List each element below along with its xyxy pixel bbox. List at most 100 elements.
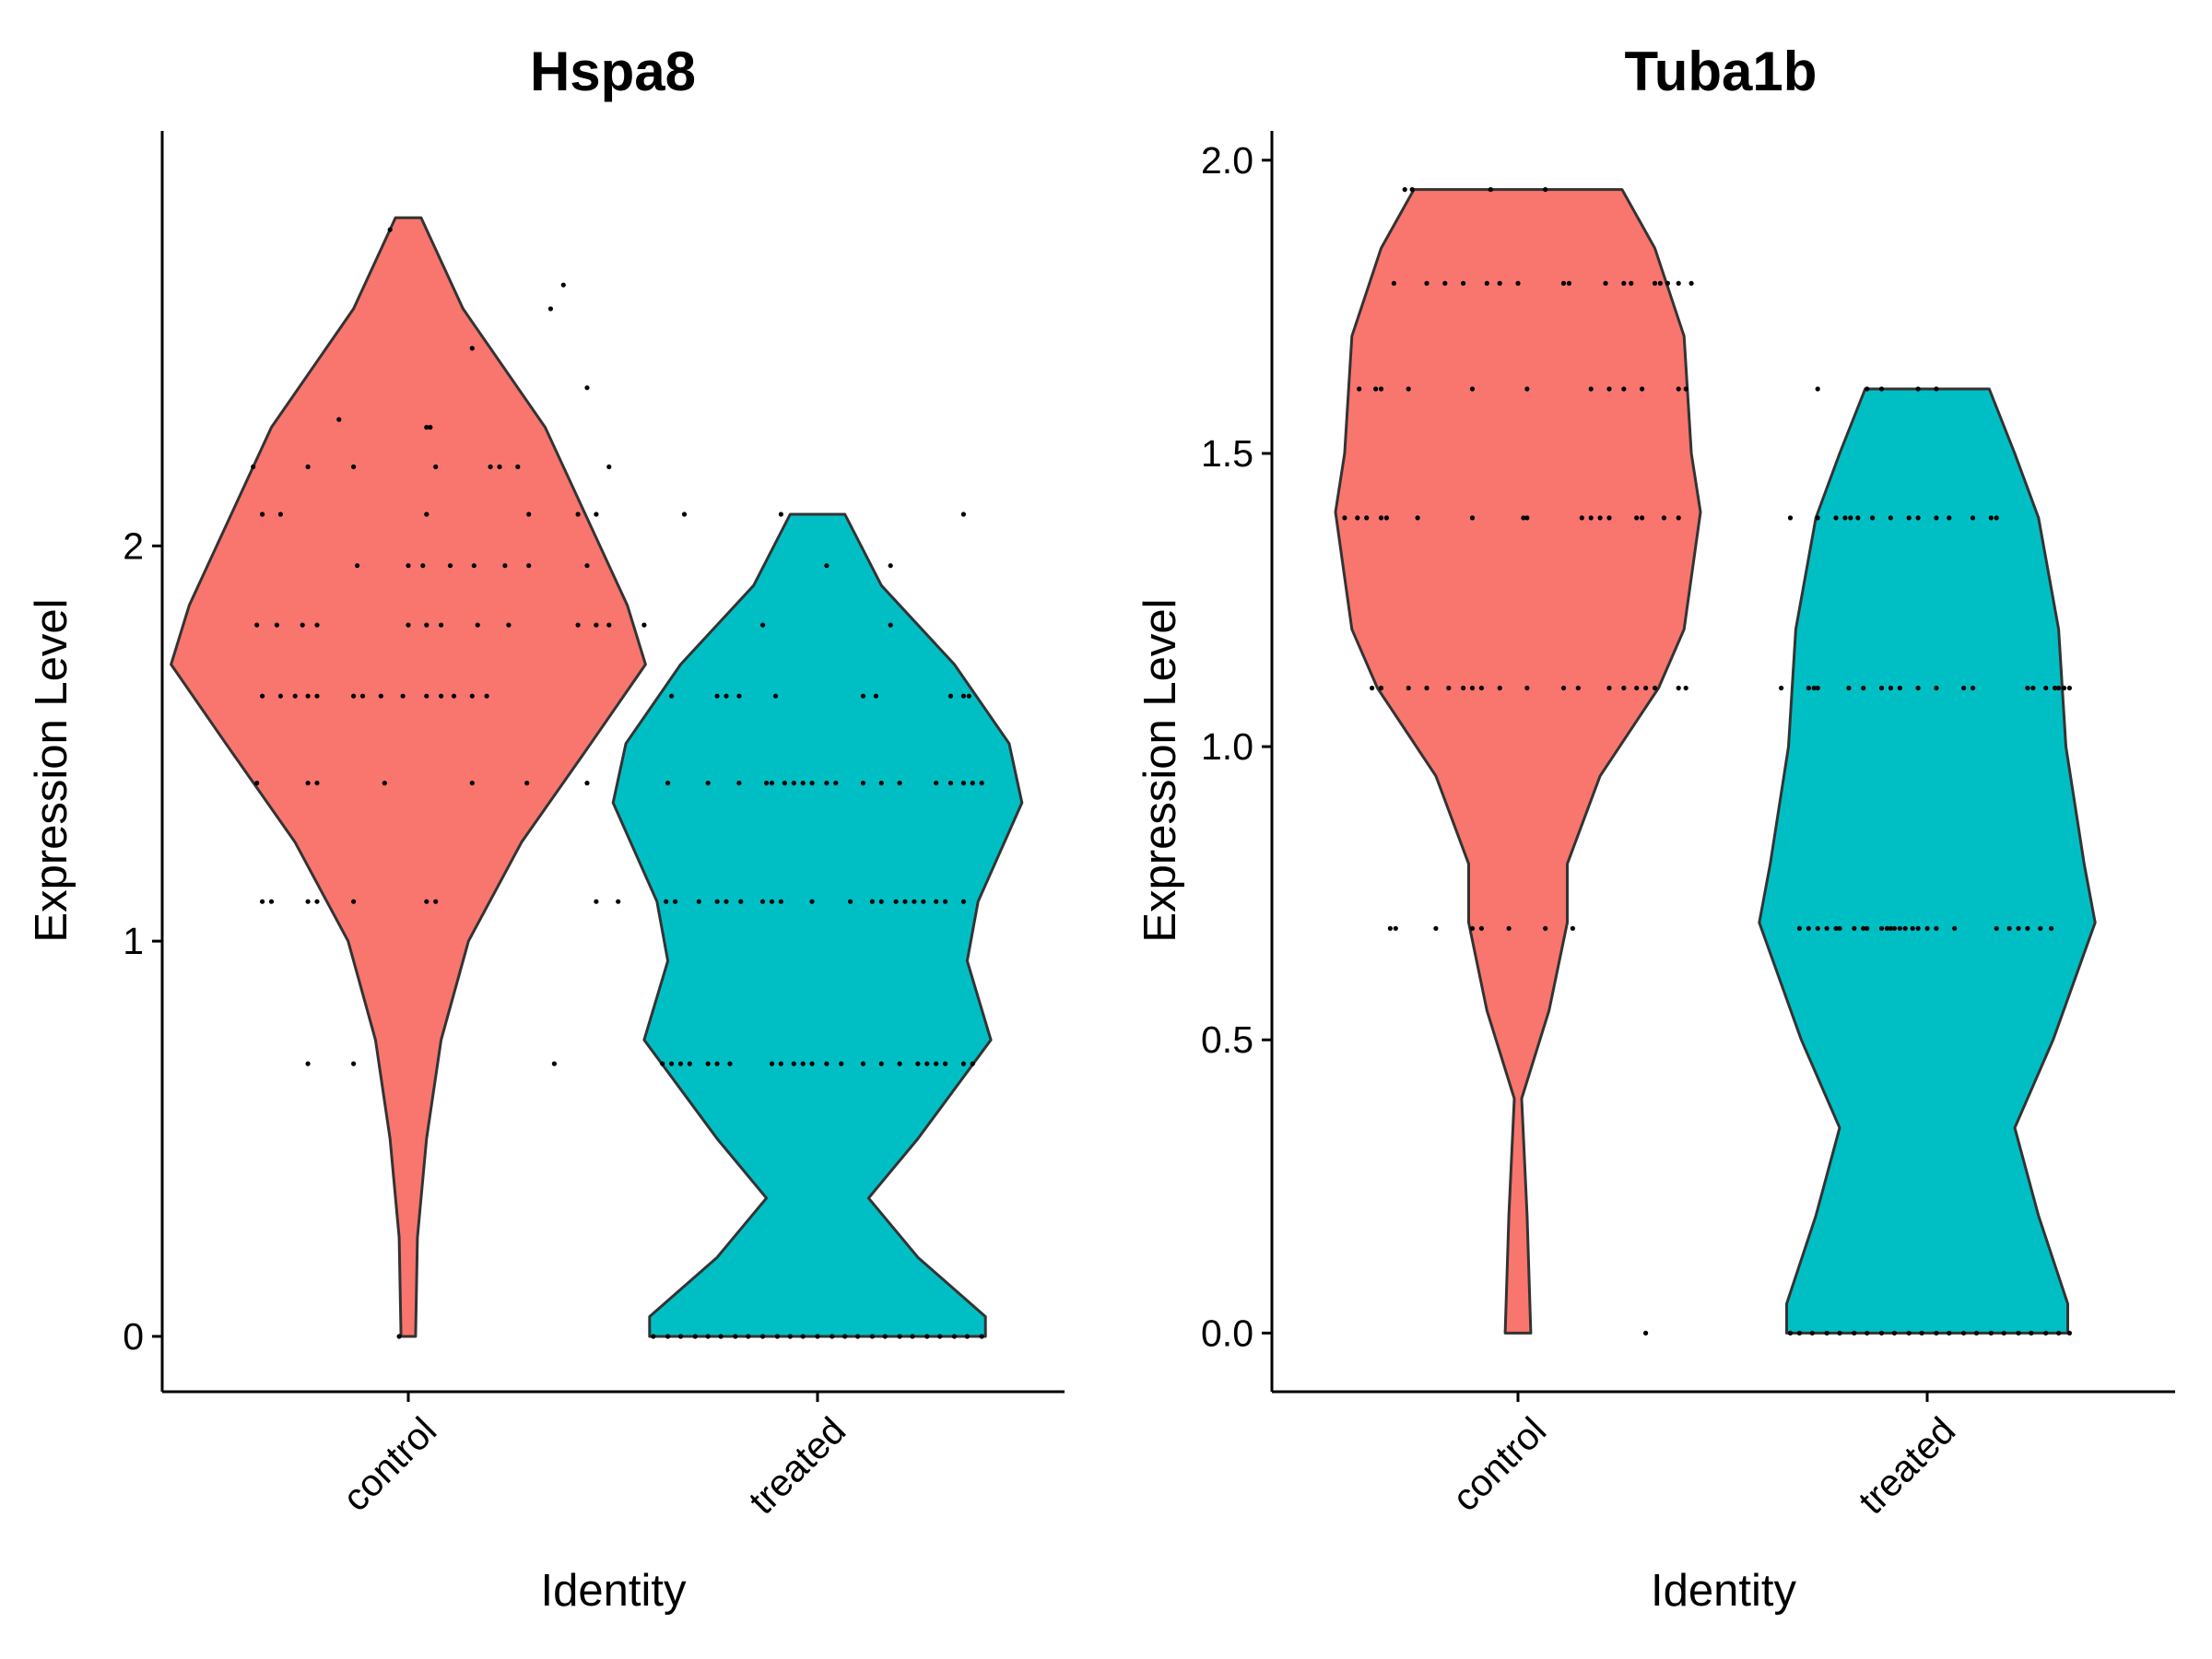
data-point — [1566, 280, 1571, 286]
data-point — [1934, 685, 1939, 691]
data-point — [809, 899, 815, 904]
data-point — [260, 512, 265, 517]
data-point — [1973, 1330, 1980, 1335]
data-point — [1355, 515, 1360, 521]
data-point — [469, 781, 475, 786]
data-point — [902, 899, 908, 904]
data-point — [1888, 515, 1893, 521]
data-point — [1848, 515, 1853, 521]
data-point — [1661, 515, 1666, 521]
x-tick-label-treated: treated — [740, 1409, 853, 1523]
data-point — [2056, 1330, 2062, 1335]
data-point — [824, 1061, 830, 1066]
data-point — [547, 306, 554, 312]
data-point — [705, 1334, 711, 1339]
data-point — [1469, 685, 1476, 691]
data-point — [787, 1334, 793, 1339]
data-point — [696, 899, 701, 904]
data-point — [860, 781, 866, 786]
data-point — [1597, 515, 1603, 521]
data-point — [714, 899, 720, 904]
data-point — [575, 622, 581, 628]
data-point — [714, 1061, 720, 1066]
data-point — [1446, 685, 1452, 691]
data-point — [1806, 685, 1811, 691]
data-point — [1934, 386, 1939, 392]
data-point — [979, 781, 984, 786]
data-point — [382, 781, 387, 786]
data-point — [809, 1061, 815, 1066]
data-point — [2066, 1330, 2072, 1335]
chart-title: Hspa8 — [530, 41, 696, 102]
data-point — [305, 781, 311, 786]
data-point — [960, 781, 966, 786]
data-point — [1524, 515, 1530, 521]
y-tick-label: 1.5 — [1201, 432, 1253, 475]
data-point — [830, 1334, 835, 1339]
data-point — [800, 1061, 806, 1066]
data-point — [1406, 685, 1411, 691]
data-point — [351, 1061, 357, 1066]
data-point — [469, 693, 475, 699]
data-point — [1796, 1330, 1802, 1335]
x-tick-label-treated: treated — [1850, 1409, 1963, 1523]
data-point — [934, 781, 939, 786]
data-point — [424, 512, 429, 517]
y-tick-label: 0.0 — [1201, 1312, 1253, 1354]
data-point — [1861, 925, 1866, 931]
x-tick-label-control: control — [1444, 1409, 1555, 1520]
data-point — [782, 781, 788, 786]
data-point — [2049, 925, 2054, 931]
data-point — [1621, 685, 1627, 691]
data-point — [736, 781, 742, 786]
data-point — [1961, 685, 1967, 691]
data-point — [893, 899, 899, 904]
data-point — [1878, 1330, 1885, 1335]
data-point — [1588, 515, 1594, 521]
data-point — [1852, 1330, 1857, 1335]
data-point — [1640, 515, 1645, 521]
data-point — [772, 693, 779, 699]
data-point — [1837, 925, 1842, 931]
data-point — [594, 622, 599, 628]
data-point — [769, 781, 775, 786]
data-point — [833, 781, 839, 786]
data-point — [1370, 685, 1375, 691]
data-point — [1961, 1330, 1967, 1335]
data-point — [778, 899, 784, 904]
data-point — [433, 899, 439, 904]
data-point — [1402, 187, 1407, 193]
data-point — [475, 622, 480, 628]
data-point — [664, 899, 669, 904]
data-point — [947, 693, 954, 699]
data-point — [733, 1334, 738, 1339]
data-point — [1878, 386, 1885, 392]
data-point — [1478, 925, 1484, 931]
data-point — [1424, 685, 1430, 691]
data-point — [677, 1061, 684, 1066]
data-point — [1906, 1330, 1912, 1335]
data-point — [1994, 925, 1999, 931]
data-point — [406, 622, 411, 628]
data-point — [724, 693, 729, 699]
data-point — [424, 622, 429, 628]
data-point — [1676, 685, 1681, 691]
data-point — [1640, 386, 1645, 392]
data-point — [705, 781, 711, 786]
data-point — [681, 512, 688, 517]
data-point — [1575, 685, 1581, 691]
data-point — [1506, 925, 1512, 931]
data-point — [1606, 515, 1612, 521]
data-point — [873, 693, 879, 699]
data-point — [387, 227, 393, 232]
data-point — [897, 781, 902, 786]
data-point — [727, 1061, 733, 1066]
data-point — [943, 1061, 948, 1066]
data-point — [897, 1061, 902, 1066]
data-point — [254, 781, 260, 786]
data-point — [791, 781, 796, 786]
y-tick-label: 2.0 — [1201, 139, 1253, 182]
data-point — [970, 781, 975, 786]
data-point — [934, 899, 939, 904]
data-point — [1524, 386, 1530, 392]
